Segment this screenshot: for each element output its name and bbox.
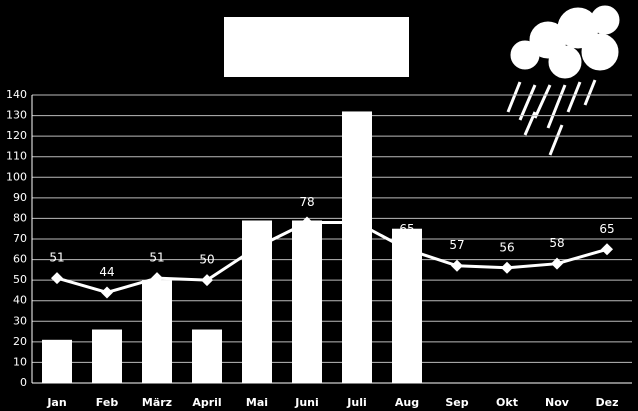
- y-tick-label: 30: [13, 314, 27, 327]
- y-tick-label: 80: [13, 211, 27, 224]
- x-tick-label: Juli: [346, 396, 366, 409]
- y-tick-label: 60: [13, 253, 27, 266]
- bar: [192, 329, 222, 383]
- y-tick-label: 0: [20, 376, 27, 389]
- value-label: 44: [99, 265, 114, 279]
- value-label: 50: [199, 253, 214, 267]
- bar: [142, 280, 172, 383]
- y-tick-label: 10: [13, 355, 27, 368]
- bar: [92, 329, 122, 383]
- y-tick-label: 140: [6, 88, 27, 101]
- y-tick-label: 90: [13, 191, 27, 204]
- x-tick-label: Nov: [545, 396, 570, 409]
- bar: [342, 111, 372, 383]
- bar: [42, 339, 72, 383]
- x-tick-label: Juni: [294, 396, 319, 409]
- value-label: 65: [399, 222, 414, 236]
- rain-cloud-icon: [506, 5, 620, 156]
- x-tick-label: Jan: [46, 396, 66, 409]
- x-tick-label: Aug: [395, 396, 419, 409]
- x-tick-label: Sep: [445, 396, 468, 409]
- x-tick-label: März: [142, 396, 172, 409]
- marker: [351, 216, 363, 229]
- x-tick-label: April: [192, 396, 221, 409]
- y-tick-label: 40: [13, 294, 27, 307]
- value-label: 56: [499, 240, 514, 254]
- marker: [551, 257, 563, 270]
- y-tick-label: 130: [6, 109, 27, 122]
- value-label: 51: [149, 251, 164, 265]
- marker: [501, 261, 513, 274]
- marker: [601, 243, 613, 256]
- x-tick-label: Okt: [496, 396, 518, 409]
- marker: [101, 286, 113, 299]
- marker: [201, 274, 213, 287]
- y-tick-label: 100: [6, 170, 27, 183]
- x-tick-label: Dez: [596, 396, 619, 409]
- x-tick-label: Feb: [96, 396, 119, 409]
- marker: [151, 272, 163, 285]
- marker: [451, 259, 463, 272]
- y-tick-label: 70: [13, 232, 27, 245]
- bar: [292, 220, 322, 383]
- value-label: 78: [299, 195, 314, 209]
- title-box: [224, 17, 409, 77]
- x-tick-label: Mai: [246, 396, 268, 409]
- y-tick-label: 110: [6, 150, 27, 163]
- marker: [251, 241, 263, 254]
- marker: [51, 272, 63, 285]
- value-label: 51: [49, 251, 64, 265]
- marker: [301, 216, 313, 229]
- y-tick-label: 50: [13, 273, 27, 286]
- y-tick-label: 20: [13, 335, 27, 348]
- y-tick-label: 120: [6, 129, 27, 142]
- value-label: 57: [449, 238, 464, 252]
- value-label: 65: [599, 222, 614, 236]
- value-label: 58: [549, 236, 564, 250]
- marker: [401, 243, 413, 256]
- line: [56, 221, 608, 295]
